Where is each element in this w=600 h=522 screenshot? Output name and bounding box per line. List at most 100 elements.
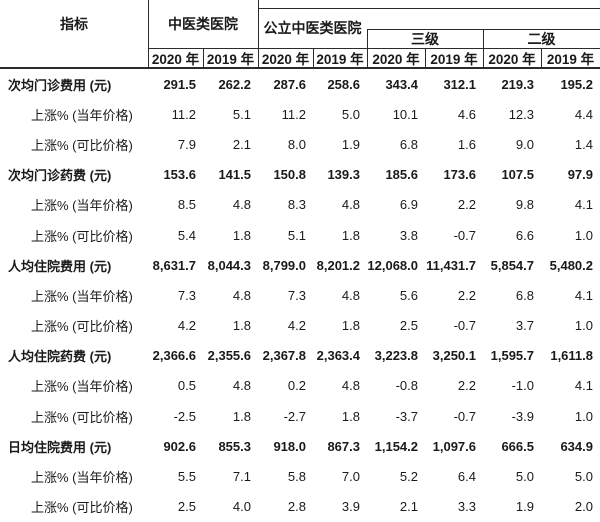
value-cell: 4.1 xyxy=(574,287,593,303)
value-cell: 3,223.8 xyxy=(374,348,418,364)
value-cell: 3.9 xyxy=(341,499,360,515)
value-cell: 2.2 xyxy=(457,287,476,303)
value-cell: 1.8 xyxy=(341,227,360,243)
value-cell: 902.6 xyxy=(163,438,196,454)
value-cell: 5.1 xyxy=(232,106,251,122)
value-cell: 3.7 xyxy=(515,318,534,334)
value-cell: 4.0 xyxy=(232,499,251,515)
value-cell: 918.0 xyxy=(273,438,306,454)
value-cell: -2.5 xyxy=(173,408,196,424)
value-cell: -3.9 xyxy=(511,408,534,424)
value-cell: 5.1 xyxy=(287,227,306,243)
value-cell: 3.3 xyxy=(457,499,476,515)
table-row: 上涨% (当年价格) 11.2 5.1 11.2 5.0 10.1 4.6 12.3 4.4 xyxy=(0,99,600,129)
value-cell: 8,201.2 xyxy=(316,257,360,273)
header-year-2019: 2019 年 xyxy=(316,51,364,67)
value-cell: 291.5 xyxy=(163,76,196,92)
value-cell: 5.4 xyxy=(177,227,196,243)
row-label: 上涨% (当年价格) xyxy=(31,379,133,395)
table-row: 人均住院费用 (元) 8,631.7 8,044.3 8,799.0 8,201.2 1… xyxy=(0,250,600,280)
row-label: 上涨% (可比价格) xyxy=(31,409,133,425)
value-cell: 2.2 xyxy=(457,378,476,394)
value-cell: 5.0 xyxy=(574,469,593,485)
value-cell: 2.0 xyxy=(574,499,593,515)
value-cell: 1.9 xyxy=(515,499,534,515)
value-cell: 258.6 xyxy=(327,76,360,92)
value-cell: 4.4 xyxy=(574,106,593,122)
value-cell: 2.5 xyxy=(177,499,196,515)
value-cell: 5.6 xyxy=(399,287,418,303)
value-cell: 1,611.8 xyxy=(550,348,593,364)
value-cell: 2.1 xyxy=(232,136,251,152)
value-cell: 219.3 xyxy=(501,76,534,92)
header-group-level2: 二级 xyxy=(527,30,556,47)
value-cell: 107.5 xyxy=(501,167,534,183)
table-row: 上涨% (可比价格) 2.5 4.0 2.8 3.9 2.1 3.3 1.9 2.0 xyxy=(0,492,600,522)
row-label: 日均住院费用 (元) xyxy=(8,439,112,455)
value-cell: 2.5 xyxy=(399,318,418,334)
value-cell: 4.8 xyxy=(232,378,251,394)
value-cell: 5.8 xyxy=(287,469,306,485)
value-cell: 4.8 xyxy=(341,197,360,213)
header-group-level3: 三级 xyxy=(411,30,439,47)
value-cell: 1.8 xyxy=(341,408,360,424)
row-label: 人均住院药费 (元) xyxy=(8,349,112,365)
row-label: 人均住院费用 (元) xyxy=(8,258,112,274)
value-cell: 1.8 xyxy=(232,408,251,424)
value-cell: 2,366.6 xyxy=(152,348,196,364)
value-cell: 5.2 xyxy=(399,469,418,485)
value-cell: 7.1 xyxy=(232,469,251,485)
value-cell: 1,595.7 xyxy=(490,348,534,364)
value-cell: 1.6 xyxy=(457,136,476,152)
value-cell: -3.7 xyxy=(395,408,418,424)
value-cell: 2.1 xyxy=(399,499,418,515)
value-cell: 4.6 xyxy=(457,106,476,122)
value-cell: 4.8 xyxy=(341,378,360,394)
value-cell: 4.2 xyxy=(177,318,196,334)
value-cell: 1.9 xyxy=(341,136,360,152)
value-cell: 1.8 xyxy=(232,227,251,243)
value-cell: 8,799.0 xyxy=(262,257,306,273)
value-cell: 1.8 xyxy=(341,318,360,334)
header-year-2020: 2020 年 xyxy=(261,51,310,67)
table-row: 上涨% (可比价格) 5.4 1.8 5.1 1.8 3.8 -0.7 6.6 1.0 xyxy=(0,220,600,250)
value-cell: 195.2 xyxy=(560,76,593,92)
value-cell: 5.0 xyxy=(341,106,360,122)
divider-line xyxy=(258,0,259,67)
value-cell: 5.5 xyxy=(177,469,196,485)
table-row: 上涨% (当年价格) 7.3 4.8 7.3 4.8 5.6 2.2 6.8 4.1 xyxy=(0,280,600,310)
value-cell: 666.5 xyxy=(501,438,534,454)
value-cell: 139.3 xyxy=(327,167,360,183)
value-cell: 2,355.6 xyxy=(207,348,251,364)
row-label: 上涨% (当年价格) xyxy=(31,107,133,123)
header-year-2020: 2020 年 xyxy=(372,51,420,67)
value-cell: 4.1 xyxy=(574,378,593,394)
row-label: 上涨% (可比价格) xyxy=(31,500,133,516)
row-label: 上涨% (当年价格) xyxy=(31,288,133,304)
value-cell: 3.8 xyxy=(399,227,418,243)
value-cell: 5,854.7 xyxy=(490,257,534,273)
value-cell: 11.2 xyxy=(281,106,306,122)
header-year-2020: 2020 年 xyxy=(488,51,536,67)
value-cell: 141.5 xyxy=(218,167,251,183)
table-row: 次均门诊费用 (元) 291.5 262.2 287.6 258.6 343.4 312.… xyxy=(0,69,600,99)
value-cell: 185.6 xyxy=(385,167,418,183)
value-cell: 173.6 xyxy=(443,167,476,183)
value-cell: 1.4 xyxy=(574,136,593,152)
value-cell: -0.7 xyxy=(453,227,476,243)
value-cell: 5.0 xyxy=(515,469,534,485)
divider-line xyxy=(313,48,314,67)
value-cell: 12,068.0 xyxy=(367,257,418,273)
value-cell: 3,250.1 xyxy=(432,348,476,364)
value-cell: 1.0 xyxy=(574,227,593,243)
value-cell: -2.7 xyxy=(283,408,306,424)
value-cell: 10.1 xyxy=(392,106,418,122)
value-cell: 2,363.4 xyxy=(316,348,360,364)
header-year-2020: 2020 年 xyxy=(151,51,200,67)
row-label: 次均门诊药费 (元) xyxy=(8,168,112,184)
value-cell: 1,154.2 xyxy=(374,438,418,454)
value-cell: -0.7 xyxy=(453,408,476,424)
table-row: 次均门诊药费 (元) 153.6 141.5 150.8 139.3 185.6 173.… xyxy=(0,160,600,190)
value-cell: 7.0 xyxy=(341,469,360,485)
value-cell: 6.9 xyxy=(399,197,418,213)
